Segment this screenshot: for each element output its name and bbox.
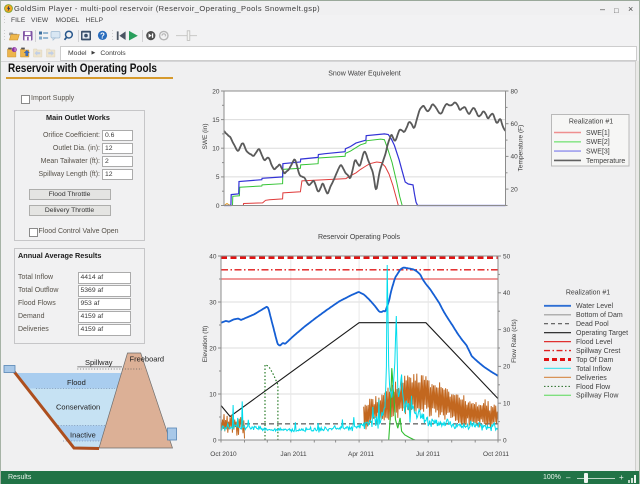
svg-text:Spillway: Spillway xyxy=(85,358,113,367)
svg-text:Operating Target: Operating Target xyxy=(576,330,628,337)
svg-text:Flood: Flood xyxy=(67,378,86,387)
svg-text:Flood Level: Flood Level xyxy=(576,339,613,346)
svg-text:10: 10 xyxy=(212,146,220,153)
svg-text:0: 0 xyxy=(216,203,220,210)
svg-text:Conservation: Conservation xyxy=(56,403,100,412)
svg-text:Spillway Flow: Spillway Flow xyxy=(576,393,619,400)
svg-text:Elevation (ft): Elevation (ft) xyxy=(202,326,209,363)
svg-text:10: 10 xyxy=(503,401,511,408)
svg-text:Water Level: Water Level xyxy=(576,303,614,310)
svg-text:40: 40 xyxy=(511,154,519,161)
svg-text:20: 20 xyxy=(503,364,511,371)
svg-text:SWE (in): SWE (in) xyxy=(202,124,209,150)
svg-text:30: 30 xyxy=(209,299,217,306)
svg-text:Realization #1: Realization #1 xyxy=(566,290,610,297)
svg-text:Spillway Crest: Spillway Crest xyxy=(576,348,620,355)
svg-text:Dead Pool: Dead Pool xyxy=(576,321,609,328)
svg-text:60: 60 xyxy=(511,121,519,128)
svg-text:20: 20 xyxy=(511,186,519,193)
svg-text:Top Of Dam: Top Of Dam xyxy=(576,357,614,364)
svg-text:5: 5 xyxy=(216,174,220,181)
svg-text:Flow Rate (cfs): Flow Rate (cfs) xyxy=(511,319,518,363)
svg-text:Inactive: Inactive xyxy=(70,431,96,440)
svg-text:30: 30 xyxy=(503,327,511,334)
svg-text:Deliveries: Deliveries xyxy=(576,375,607,382)
svg-text:?: ? xyxy=(100,31,105,40)
svg-text:Jan 2011: Jan 2011 xyxy=(280,451,307,458)
svg-text:SWE[1]: SWE[1] xyxy=(586,130,610,137)
svg-text:Freeboard: Freeboard xyxy=(130,355,165,364)
svg-text:Oct 2010: Oct 2010 xyxy=(210,451,237,458)
svg-text:SWE[3]: SWE[3] xyxy=(586,149,610,156)
svg-text:40: 40 xyxy=(209,253,217,260)
svg-text:40: 40 xyxy=(503,290,511,297)
svg-text:20: 20 xyxy=(212,88,220,95)
svg-text:Reservoir Operating Pools: Reservoir Operating Pools xyxy=(318,234,401,241)
svg-text:15: 15 xyxy=(212,117,220,124)
svg-text:Temperature (F): Temperature (F) xyxy=(518,125,525,172)
svg-text:SWE[2]: SWE[2] xyxy=(586,139,610,146)
svg-text:Oct 2011: Oct 2011 xyxy=(483,451,509,458)
svg-text:0: 0 xyxy=(213,437,217,444)
svg-text:Bottom of Dam: Bottom of Dam xyxy=(576,312,623,319)
svg-text:Apr 2011: Apr 2011 xyxy=(348,451,374,458)
svg-text:Jul 2011: Jul 2011 xyxy=(416,451,440,458)
svg-text:10: 10 xyxy=(209,391,217,398)
svg-text:Temperature: Temperature xyxy=(586,158,625,165)
svg-text:Flood Flow: Flood Flow xyxy=(576,384,611,391)
svg-text:50: 50 xyxy=(503,253,511,260)
svg-text:0: 0 xyxy=(503,437,507,444)
svg-text:20: 20 xyxy=(209,345,217,352)
svg-text:Snow Water Equivelent: Snow Water Equivelent xyxy=(328,71,401,78)
svg-text:80: 80 xyxy=(511,88,519,95)
svg-text:Realization #1: Realization #1 xyxy=(569,119,613,126)
svg-text:Total Inflow: Total Inflow xyxy=(576,366,612,373)
